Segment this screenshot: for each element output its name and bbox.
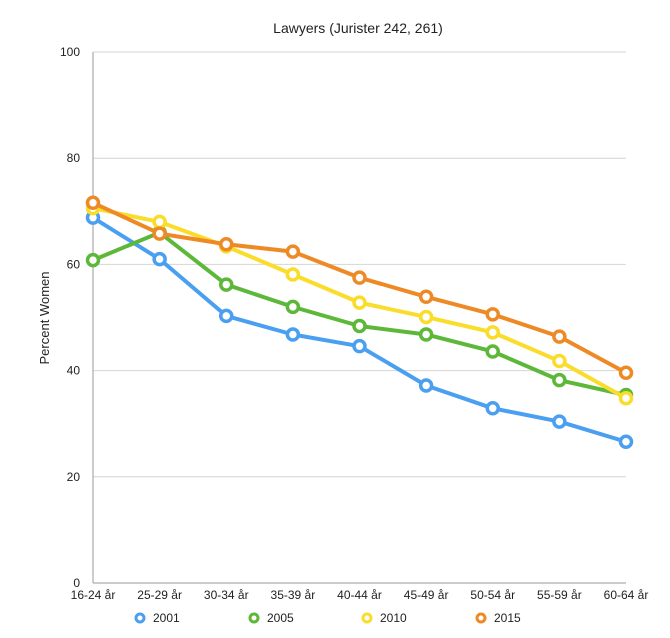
y-tick-label: 60 — [67, 257, 81, 271]
data-point — [152, 214, 167, 230]
y-tick-label: 40 — [67, 364, 81, 378]
x-tick-label: 45-49 år — [404, 588, 449, 602]
data-point — [219, 236, 234, 252]
data-point — [285, 299, 301, 315]
y-tick-label: 0 — [73, 576, 80, 590]
gridlines — [92, 51, 626, 584]
series-2005 — [85, 225, 634, 403]
x-tick-label: 25-29 år — [137, 588, 182, 602]
series-2010 — [85, 200, 634, 406]
data-point — [552, 329, 567, 344]
data-point — [485, 325, 500, 340]
y-tick-label: 100 — [60, 45, 80, 59]
series-lines — [85, 195, 634, 450]
data-point — [352, 295, 367, 310]
x-tick-labels: 16-24 år 25-29 år 30-34 år 35-39 år 40-44 år… — [71, 588, 649, 602]
data-point — [618, 365, 634, 380]
data-point — [418, 327, 434, 342]
data-point — [485, 307, 500, 322]
data-point — [352, 338, 367, 354]
x-tick-label: 55-59 år — [537, 588, 582, 602]
data-point — [152, 251, 167, 267]
data-point — [219, 277, 234, 292]
data-point — [85, 195, 101, 211]
legend-label: 2010 — [380, 611, 407, 625]
data-point — [552, 414, 567, 429]
data-point — [285, 327, 301, 342]
y-tick-labels: 0 20 40 60 80 100 — [60, 45, 80, 590]
data-point — [618, 390, 634, 406]
data-point — [85, 252, 101, 268]
data-point — [152, 226, 167, 241]
legend-item: 2001 — [134, 611, 180, 625]
data-point — [285, 244, 301, 259]
data-point — [418, 378, 434, 393]
x-tick-label: 16-24 år — [71, 588, 116, 602]
legend-item: 2010 — [361, 611, 407, 625]
chart-title: Lawyers (Jurister 242, 261) — [273, 20, 443, 36]
data-point — [219, 308, 234, 324]
x-tick-label: 50-54 år — [470, 588, 515, 602]
legend-item: 2015 — [475, 611, 521, 625]
series-2015 — [85, 195, 634, 380]
x-tick-label: 35-39 år — [271, 588, 316, 602]
x-tick-label: 40-44 år — [337, 588, 382, 602]
x-tick-label: 60-64 år — [604, 588, 649, 602]
data-point — [352, 270, 367, 285]
legend-marker — [248, 612, 260, 624]
data-point — [485, 344, 500, 359]
y-tick-label: 20 — [67, 470, 81, 484]
data-point — [485, 401, 500, 416]
legend-label: 2005 — [267, 611, 294, 625]
data-point — [552, 372, 567, 388]
legend-marker — [361, 612, 373, 624]
data-point — [418, 289, 434, 305]
data-point — [418, 309, 434, 325]
data-point — [618, 434, 634, 450]
legend-item: 2005 — [248, 611, 294, 625]
legend: 2001 2005 2010 2015 — [134, 611, 521, 625]
data-point — [285, 267, 301, 282]
series-2001 — [85, 210, 634, 450]
y-axis-label: Percent Women — [37, 272, 52, 365]
legend-marker — [475, 612, 487, 624]
data-point — [552, 353, 567, 369]
data-point — [352, 318, 367, 334]
legend-label: 2015 — [494, 611, 521, 625]
legend-label: 2001 — [153, 611, 180, 625]
y-tick-label: 80 — [67, 151, 81, 165]
x-tick-label: 30-34 år — [204, 588, 249, 602]
legend-marker — [134, 612, 146, 624]
